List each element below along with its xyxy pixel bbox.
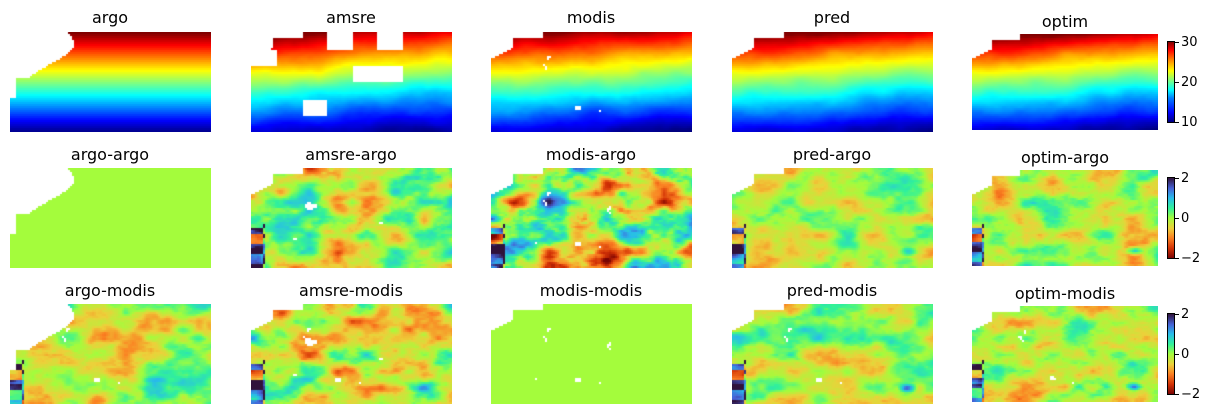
colorbar-row-3 xyxy=(1167,313,1175,395)
panel-title: modis xyxy=(566,8,616,27)
heatmap-pred-argo xyxy=(732,168,933,268)
panel-title: optim-argo xyxy=(1020,148,1110,167)
heatmap-optim-modis xyxy=(972,306,1158,402)
panel-title: pred-argo xyxy=(792,145,872,164)
colorbar-tickmark xyxy=(1175,258,1179,259)
colorbar-tickmark xyxy=(1175,394,1179,395)
panel-title: pred xyxy=(813,8,851,27)
colorbar-tickmark xyxy=(1175,42,1179,43)
colorbar-tick-label: 30 xyxy=(1181,35,1198,50)
heatmap-modis xyxy=(491,32,692,132)
panel-title: pred-modis xyxy=(786,281,878,300)
colorbar-tick-label: 10 xyxy=(1181,115,1198,130)
colorbar-tickmark xyxy=(1175,178,1179,179)
colorbar-tickmark xyxy=(1175,82,1179,83)
panel-title: amsre-modis xyxy=(299,281,403,300)
colorbar-tick-label: −2 xyxy=(1181,251,1201,266)
colorbar-tick-label: 20 xyxy=(1181,75,1198,90)
panel-title: modis-modis xyxy=(539,281,643,300)
panel-title: optim xyxy=(1041,12,1089,31)
colorbar-tick-label: −2 xyxy=(1181,387,1201,402)
heatmap-amsre xyxy=(251,32,452,132)
colorbar-row-2 xyxy=(1167,177,1175,259)
colorbar-tick-label: 2 xyxy=(1181,171,1190,186)
heatmap-argo-argo xyxy=(10,168,211,268)
colorbar-tick-label: 2 xyxy=(1181,307,1190,322)
heatmap-optim xyxy=(972,34,1158,130)
colorbar-tickmark xyxy=(1175,314,1179,315)
panel-title: amsre-argo xyxy=(305,145,397,164)
colorbar-tick-label: 0 xyxy=(1181,211,1190,226)
panel-title: amsre xyxy=(326,8,376,27)
colorbar-row-1 xyxy=(1167,41,1175,123)
heatmap-pred xyxy=(732,32,933,132)
panel-title: argo-modis xyxy=(64,281,156,300)
colorbar-tickmark xyxy=(1175,218,1179,219)
panel-title: modis-argo xyxy=(545,145,637,164)
panel-title: optim-modis xyxy=(1014,284,1116,303)
heatmap-argo xyxy=(10,32,211,132)
colorbar-tickmark xyxy=(1175,354,1179,355)
heatmap-amsre-argo xyxy=(251,168,452,268)
heatmap-pred-modis xyxy=(732,304,933,404)
heatmap-optim-argo xyxy=(972,170,1158,266)
heatmap-amsre-modis xyxy=(251,304,452,404)
colorbar-tick-label: 0 xyxy=(1181,347,1190,362)
panel-title: argo xyxy=(91,8,129,27)
heatmap-modis-argo xyxy=(491,168,692,268)
heatmap-modis-modis xyxy=(491,304,692,404)
colorbar-tickmark xyxy=(1175,122,1179,123)
heatmap-argo-modis xyxy=(10,304,211,404)
panel-title: argo-argo xyxy=(70,145,150,164)
